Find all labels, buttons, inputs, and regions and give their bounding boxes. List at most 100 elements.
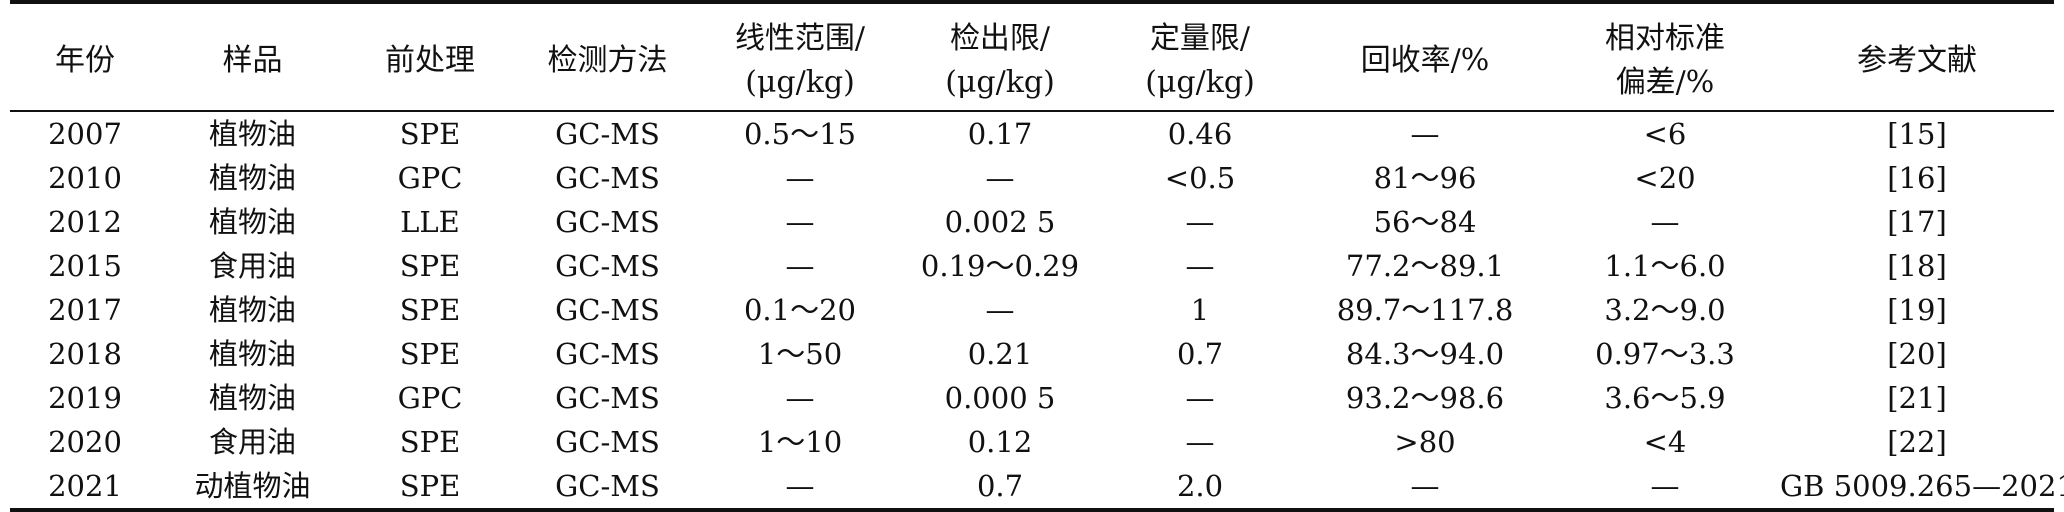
cell-linear-range: — bbox=[785, 249, 815, 283]
cell-rsd: 3.6～5.9 bbox=[1604, 381, 1726, 415]
cell-method: GC-MS bbox=[555, 337, 660, 371]
table-row: 2007 植物油 SPE GC-MS 0.5～15 0.17 0.46 — <6 [15] bbox=[10, 111, 2054, 156]
cell-loq: 0.46 bbox=[1167, 117, 1233, 151]
cell-pretreatment: SPE bbox=[399, 117, 461, 151]
header-line: 样品 bbox=[222, 43, 283, 78]
header-line: 线性范围/ bbox=[734, 21, 866, 56]
cell-lod: 0.17 bbox=[967, 117, 1033, 151]
cell-linear-range: 1～50 bbox=[757, 337, 843, 371]
cell-loq: <0.5 bbox=[1164, 161, 1236, 195]
cell-linear-range: 1～10 bbox=[757, 425, 843, 459]
cell-pretreatment: GPC bbox=[397, 161, 463, 195]
cell-method: GC-MS bbox=[555, 161, 660, 195]
cell-loq: — bbox=[1185, 249, 1215, 283]
cell-sample: 食用油 bbox=[208, 249, 296, 283]
cell-lod: 0.002 5 bbox=[944, 205, 1056, 239]
cell-pretreatment: LLE bbox=[400, 205, 460, 239]
header-loq: 定量限/ (μg/kg) bbox=[1100, 0, 1300, 112]
cell-reference: [15] bbox=[1887, 117, 1947, 151]
cell-pretreatment: SPE bbox=[399, 337, 461, 371]
header-rsd: 相对标准偏差/% bbox=[1550, 0, 1780, 112]
table-row: 2017 植物油 SPE GC-MS 0.1～20 — 1 89.7～117.8 3.2～9.0… bbox=[10, 288, 2054, 332]
header-recovery: 回收率/% bbox=[1300, 0, 1550, 112]
header-line: 年份 bbox=[55, 43, 115, 78]
cell-method: GC-MS bbox=[555, 293, 660, 327]
cell-reference: [16] bbox=[1887, 161, 1947, 195]
cell-linear-range: — bbox=[785, 205, 815, 239]
cell-loq: — bbox=[1185, 425, 1215, 459]
cell-method: GC-MS bbox=[555, 205, 660, 239]
cell-sample: 植物油 bbox=[208, 161, 296, 195]
cell-recovery: 56～84 bbox=[1373, 205, 1477, 239]
cell-recovery: 81～96 bbox=[1373, 161, 1477, 195]
cell-recovery: 93.2～98.6 bbox=[1345, 381, 1505, 415]
cell-linear-range: — bbox=[700, 464, 900, 512]
header-reference: 参考文献 bbox=[1780, 0, 2054, 112]
header-line: (μg/kg) bbox=[945, 65, 1055, 100]
header-line: 定量限/ bbox=[1149, 21, 1251, 56]
cell-sample: 植物油 bbox=[208, 381, 296, 415]
cell-pretreatment: SPE bbox=[399, 249, 461, 283]
cell-loq: 0.7 bbox=[1176, 337, 1224, 371]
table-row: 2021 动植物油 SPE GC-MS —0.7 2.0— — GB 5009.265—202… bbox=[10, 464, 2064, 512]
cell-method: GC-MS bbox=[555, 249, 660, 283]
header-linear-range: 线性范围/ (μg/kg) bbox=[700, 0, 900, 112]
cell-linear-range: — bbox=[785, 381, 815, 415]
cell-sample: 植物油 bbox=[208, 337, 296, 371]
cell-recovery: 89.7～117.8 bbox=[1336, 293, 1514, 327]
cell-year: 2015 bbox=[48, 249, 122, 283]
cell-method: GC-MS bbox=[515, 464, 700, 512]
cell-lod: 0.19～0.29 bbox=[920, 249, 1080, 283]
cell-lod: 0.7 bbox=[900, 464, 1100, 512]
header-line: 回收率/% bbox=[1360, 43, 1490, 78]
cell-reference: [22] bbox=[1887, 425, 1947, 459]
header-line: 前处理 bbox=[385, 43, 475, 78]
cell-method: GC-MS bbox=[555, 425, 660, 459]
header-line: (μg/kg) bbox=[1145, 65, 1255, 100]
header-line: 偏差/% bbox=[1615, 65, 1715, 100]
cell-recovery: 77.2～89.1 bbox=[1345, 249, 1505, 283]
table-row: 2019 植物油 GPC GC-MS — 0.000 5 — 93.2～98.6 3.6～5.9… bbox=[10, 376, 2054, 420]
cell-rsd: 1.1～6.0 bbox=[1604, 249, 1726, 283]
cell-lod: — bbox=[985, 293, 1015, 327]
table-row: 2020 食用油 SPE GC-MS 1～10 0.12 — >80 <4 [22] bbox=[10, 420, 2054, 464]
cell-recovery: — bbox=[1300, 464, 1550, 512]
cell-sample: 植物油 bbox=[208, 205, 296, 239]
header-line: 检出限/ bbox=[949, 21, 1051, 56]
cell-lod: — bbox=[985, 161, 1015, 195]
cell-year: 2018 bbox=[48, 337, 122, 371]
cell-reference: [18] bbox=[1887, 249, 1947, 283]
cell-reference: [20] bbox=[1887, 337, 1947, 371]
cell-rsd: <20 bbox=[1634, 161, 1696, 195]
cell-rsd: 0.97～3.3 bbox=[1595, 337, 1735, 371]
cell-rsd: 3.2～9.0 bbox=[1604, 293, 1726, 327]
table-row: 2012 植物油 LLE GC-MS — 0.002 5 — 56～84 — [17] bbox=[10, 200, 2054, 244]
cell-recovery: — bbox=[1410, 117, 1440, 151]
cell-lod: 0.000 5 bbox=[944, 381, 1056, 415]
cell-rsd: — bbox=[1550, 464, 1780, 512]
cell-linear-range: 0.5～15 bbox=[743, 117, 857, 151]
header-sample: 样品 bbox=[160, 0, 345, 112]
cell-pretreatment: SPE bbox=[399, 293, 461, 327]
cell-loq: 2.0 bbox=[1100, 464, 1300, 512]
data-table: 年份 样品 前处理 检测方法 线性范围/(μg/kg) 检出限/(μg/kg) … bbox=[10, 0, 2064, 512]
cell-loq: — bbox=[1185, 381, 1215, 415]
cell-lod: 0.12 bbox=[967, 425, 1033, 459]
cell-linear-range: 0.1～20 bbox=[743, 293, 857, 327]
cell-reference: [19] bbox=[1887, 293, 1947, 327]
cell-method: GC-MS bbox=[555, 381, 660, 415]
cell-reference: GB 5009.265—2021 bbox=[1780, 464, 2064, 512]
header-line: 相对标准 bbox=[1605, 21, 1725, 56]
header-line: 检测方法 bbox=[547, 43, 668, 78]
cell-year: 2012 bbox=[48, 205, 122, 239]
header-lod: 检出限/ (μg/kg) bbox=[900, 0, 1100, 112]
cell-reference: [17] bbox=[1887, 205, 1947, 239]
table-body: 2007 植物油 SPE GC-MS 0.5～15 0.17 0.46— <6 [15] 2010… bbox=[10, 111, 2064, 512]
table-header: 年份 样品 前处理 检测方法 线性范围/(μg/kg) 检出限/(μg/kg) … bbox=[10, 0, 2054, 112]
cell-rsd: <4 bbox=[1643, 425, 1687, 459]
table-row: 2018 植物油 SPE GC-MS 1～50 0.21 0.7 84.3～94.0 0.97～… bbox=[10, 332, 2054, 376]
header-line: (μg/kg) bbox=[745, 65, 855, 100]
cell-pretreatment: GPC bbox=[397, 381, 463, 415]
cell-reference: [21] bbox=[1887, 381, 1947, 415]
table-row: 2010 植物油 GPC GC-MS — — <0.5 81～96 <20 [16] bbox=[10, 156, 2054, 200]
